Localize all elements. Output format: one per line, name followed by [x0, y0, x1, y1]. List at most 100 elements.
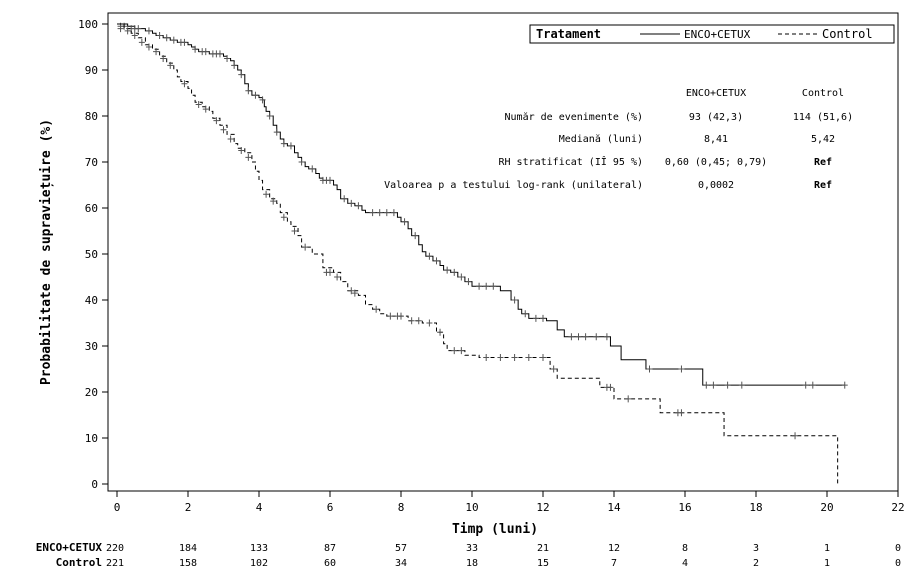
stats-row-control: Ref [814, 180, 832, 191]
censor-mark [511, 296, 518, 304]
censor-mark [245, 87, 252, 95]
censor-mark [426, 252, 433, 260]
censor-mark [593, 333, 600, 341]
censor-mark [433, 257, 440, 265]
at-risk-count: 2 [753, 558, 759, 569]
stats-row-label: RH stratificat (IÎ 95 %) [499, 155, 644, 168]
censor-mark [245, 153, 252, 161]
censor-mark [231, 61, 238, 69]
censor-mark [291, 227, 298, 235]
censor-mark [408, 317, 415, 325]
censor-mark [238, 71, 245, 79]
censor-mark [252, 91, 259, 99]
censor-mark [153, 48, 160, 56]
y-tick-label: 10 [85, 432, 98, 445]
censor-mark [227, 135, 234, 143]
legend-title: Tratament [536, 27, 601, 41]
censor-mark [383, 209, 390, 217]
censor-mark [525, 354, 532, 361]
stats-table: ENCO+CETUX Control Număr de evenimente (… [384, 88, 853, 191]
y-tick-label: 60 [85, 202, 98, 215]
stats-row-label: Valoarea p a testului log-rank (unilater… [384, 180, 643, 191]
x-tick-label: 6 [327, 501, 334, 514]
y-tick-label: 40 [85, 294, 98, 307]
censor-mark [298, 158, 305, 166]
censor-mark [216, 50, 223, 58]
x-tick-label: 12 [536, 501, 549, 514]
at-risk-count: 12 [608, 543, 620, 554]
censor-mark [792, 432, 799, 440]
x-tick-label: 0 [114, 501, 121, 514]
censor-mark [490, 282, 497, 290]
censor-mark [124, 27, 131, 35]
stats-row-control: Ref [814, 157, 832, 168]
censor-mark [703, 381, 710, 389]
censor-mark [540, 314, 546, 322]
censor-mark [373, 305, 380, 313]
censor-mark [369, 209, 376, 217]
censor-mark [348, 199, 355, 207]
at-risk-count: 21 [537, 543, 549, 554]
censor-mark [426, 319, 433, 327]
at-risk-count: 133 [250, 543, 268, 554]
stats-row-label: Număr de evenimente (%) [505, 111, 643, 123]
censor-mark [309, 165, 316, 173]
censor-mark [607, 383, 614, 391]
y-tick-label: 0 [91, 478, 98, 491]
x-tick-label: 10 [465, 501, 478, 514]
censor-mark [390, 209, 397, 217]
x-tick-label: 18 [749, 501, 762, 514]
censor-mark [841, 381, 848, 389]
at-risk-count: 33 [466, 543, 478, 554]
censor-mark [809, 381, 816, 389]
stats-row: Mediană (luni) 8,41 5,42 [559, 133, 835, 145]
at-risk-count: 7 [611, 558, 617, 569]
censor-mark [511, 354, 518, 361]
censor-mark [678, 365, 685, 373]
y-axis-title: Probabilitate de supraviețuire (%) [39, 119, 54, 385]
censor-mark [522, 310, 529, 318]
censor-mark [355, 202, 362, 210]
y-tick-label: 30 [85, 340, 98, 353]
at-risk-count: 15 [537, 558, 549, 569]
at-risk-count: 18 [466, 558, 478, 569]
censor-mark [625, 395, 632, 403]
censor-mark [160, 55, 167, 62]
censor-mark [280, 213, 287, 221]
censor-mark [458, 347, 465, 355]
at-risk-count: 220 [106, 543, 124, 554]
censor-mark [451, 268, 458, 276]
censor-mark [181, 80, 188, 88]
censor-mark [195, 101, 202, 108]
censor-mark [131, 32, 138, 39]
censor-mark [532, 314, 539, 322]
censor-mark [738, 381, 745, 389]
censor-mark [273, 128, 280, 136]
at-risk-count: 102 [250, 558, 268, 569]
censor-mark [327, 176, 333, 184]
censor-mark [302, 243, 309, 251]
censor-mark [202, 105, 209, 113]
censor-mark [117, 25, 124, 33]
stats-row-enco: 8,41 [704, 134, 728, 145]
stats-row-enco: 0,0002 [698, 180, 734, 191]
censor-mark [351, 289, 358, 297]
censor-mark [266, 112, 273, 120]
curves [117, 22, 848, 484]
censor-mark [348, 287, 355, 295]
legend-box [529, 24, 895, 44]
curve-enco-cetux [117, 23, 845, 386]
censor-mark [540, 354, 546, 361]
censor-mark [156, 32, 163, 39]
censor-mark [135, 25, 142, 33]
censor-mark [678, 409, 685, 417]
censor-mark [483, 354, 490, 361]
at-risk-count: 60 [324, 558, 336, 569]
at-risk-count: 221 [106, 558, 124, 569]
censor-mark [287, 142, 294, 150]
at-risk-count: 0 [895, 558, 901, 569]
censor-mark [483, 282, 490, 290]
stats-row: RH stratificat (IÎ 95 %) 0,60 (0,45; 0,7… [499, 155, 833, 168]
at-risk-count: 1 [824, 558, 830, 569]
